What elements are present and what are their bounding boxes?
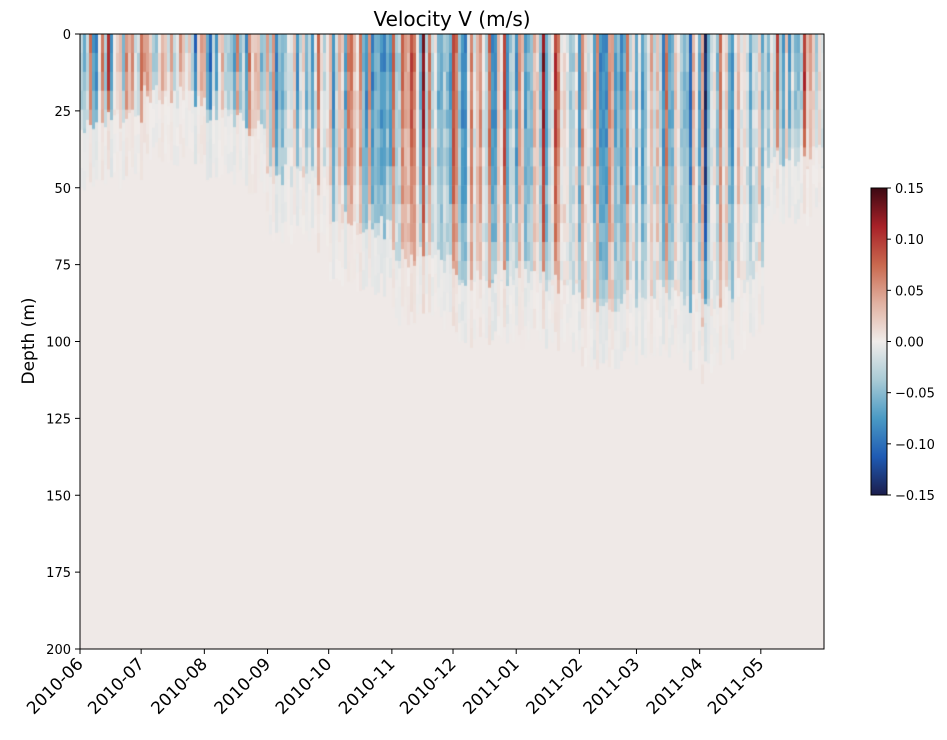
colorbar-tick-label: −0.10 xyxy=(895,438,935,453)
x-tick-label: 2011-02 xyxy=(523,654,587,718)
colorbar-tick-label: −0.15 xyxy=(895,489,935,504)
x-tick-label: 2010-12 xyxy=(396,654,460,718)
y-tick-label: 150 xyxy=(46,489,71,504)
x-tick-label: 2011-01 xyxy=(459,654,523,718)
x-tick-label: 2010-09 xyxy=(211,654,275,718)
heatmap-plot-area xyxy=(80,34,824,649)
y-tick-label: 100 xyxy=(46,336,71,351)
chart-title: Velocity V (m/s) xyxy=(373,7,530,31)
x-tick-label: 2010-07 xyxy=(84,654,148,718)
y-tick-label: 200 xyxy=(46,643,71,658)
y-tick-label: 25 xyxy=(54,105,71,120)
y-tick-label: 175 xyxy=(46,566,71,581)
y-tick-label: 75 xyxy=(54,259,71,274)
y-axis-label: Depth (m) xyxy=(19,297,39,384)
x-tick-label: 2011-03 xyxy=(580,654,644,718)
x-tick-label: 2010-11 xyxy=(335,654,399,718)
colorbar-tick-label: 0.15 xyxy=(895,182,924,197)
y-tick-label: 50 xyxy=(54,182,71,197)
colorbar-tick-label: −0.05 xyxy=(895,387,935,402)
y-tick-label: 0 xyxy=(63,28,71,43)
x-tick-label: 2011-05 xyxy=(704,654,768,718)
colorbar-tick-label: 0.00 xyxy=(895,336,924,351)
colorbar-gradient xyxy=(870,187,888,496)
x-tick-label: 2011-04 xyxy=(643,654,707,718)
x-tick-label: 2010-08 xyxy=(148,654,212,718)
x-tick-label: 2010-10 xyxy=(272,654,336,718)
x-tick-label: 2010-06 xyxy=(23,654,87,718)
colorbar-tick-label: 0.10 xyxy=(895,233,924,248)
colorbar-tick-label: 0.05 xyxy=(895,284,924,299)
colorbar: 0.15 0.10 0.05 0.00 −0.05 −0.10 −0.15 xyxy=(870,182,935,504)
y-tick-label: 125 xyxy=(46,412,71,427)
heatmap-image xyxy=(80,34,824,649)
